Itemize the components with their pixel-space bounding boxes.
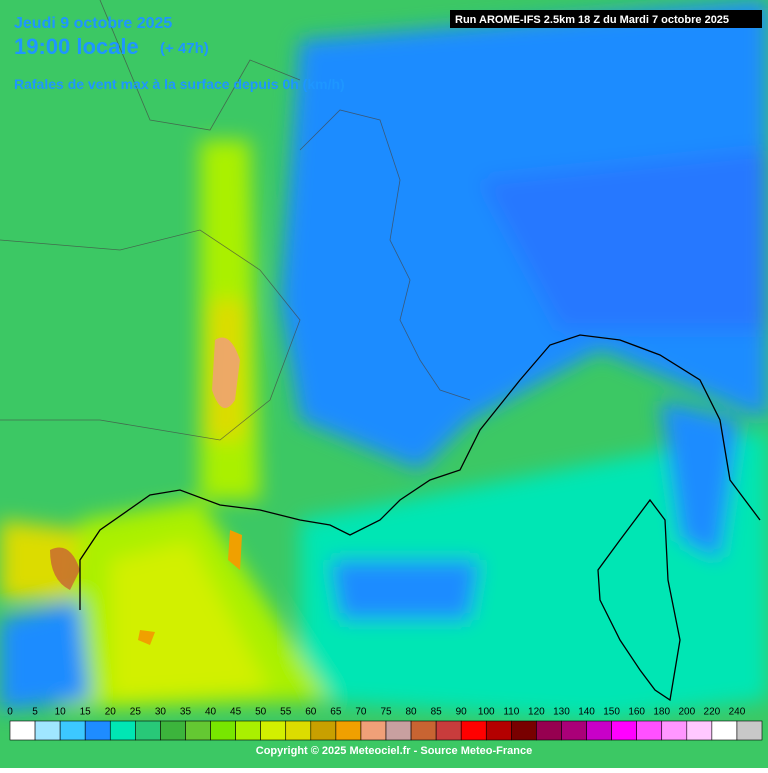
corsica	[597, 498, 681, 702]
legend-swatch	[561, 720, 587, 741]
run-info: Run AROME-IFS 2.5km 18 Z du Mardi 7 octo…	[455, 14, 729, 26]
legend-swatch	[661, 720, 688, 741]
legend-label: 35	[180, 707, 192, 718]
legend-label: 240	[729, 707, 746, 718]
legend-swatch	[135, 720, 161, 741]
coastline	[79, 334, 761, 610]
borders	[0, 0, 471, 441]
pyrenees-blue	[0, 600, 90, 710]
legend-swatch	[9, 720, 36, 741]
legend-swatch	[410, 720, 437, 741]
sea-zone	[300, 430, 768, 720]
border	[99, 0, 301, 131]
legend-label: 5	[32, 707, 38, 718]
legend-swatch	[636, 720, 663, 741]
legend-label: 10	[55, 707, 67, 718]
legend-swatch	[335, 720, 362, 741]
legend-swatch	[511, 720, 537, 741]
date: Jeudi 9 octobre 2025	[14, 15, 172, 32]
legend-label: 15	[80, 707, 92, 718]
legend-label: 50	[255, 707, 267, 718]
coastlines	[79, 334, 761, 702]
legend-label: 55	[280, 707, 292, 718]
legend-label: 120	[528, 707, 545, 718]
copyright: Copyright © 2025 Meteociel.fr - Source M…	[256, 745, 532, 757]
time: 19:00 locale	[14, 34, 139, 59]
legend-swatch	[736, 720, 763, 741]
legend-label: 110	[503, 707, 519, 718]
gust-max	[212, 337, 240, 408]
legend-swatch	[109, 720, 136, 741]
gust-spot	[228, 530, 242, 570]
legend-label: 40	[205, 707, 217, 718]
legend-swatch	[260, 720, 287, 741]
gust-spot	[138, 630, 155, 645]
border	[0, 229, 301, 441]
legend-label: 20	[105, 707, 117, 718]
legend-label: 60	[305, 707, 317, 718]
legend-label: 85	[431, 707, 443, 718]
legend-swatch	[160, 720, 186, 741]
legend-swatch	[485, 720, 512, 741]
legend-label: 45	[230, 707, 242, 718]
parameter: Rafales de vent max à la surface depuis …	[14, 76, 345, 92]
yellow-core	[110, 540, 270, 700]
sea-blue-east	[660, 400, 740, 560]
blue-zone-core	[480, 150, 768, 330]
legend: 0 5 10 15 20 25 30 35 40 45 50 55 60 65 70 75 80 85 90 100 1…	[7, 707, 763, 741]
legend-swatch	[185, 720, 211, 741]
legend-label: 70	[355, 707, 367, 718]
legend-label: 140	[578, 707, 595, 718]
legend-label: 0	[7, 707, 13, 718]
legend-swatch	[711, 720, 738, 741]
legend-swatch	[536, 720, 562, 741]
legend-swatch	[34, 720, 61, 741]
legend-swatch	[360, 720, 387, 741]
legend-label: 80	[406, 707, 418, 718]
legend-label: 75	[380, 707, 392, 718]
border	[299, 109, 471, 401]
legend-label: 200	[678, 707, 695, 718]
gust-max	[50, 547, 80, 590]
legend-label: 150	[603, 707, 620, 718]
legend-label: 220	[704, 707, 721, 718]
legend-swatch	[59, 720, 86, 741]
legend-swatch	[586, 720, 612, 741]
lead-time: (+ 47h)	[160, 40, 209, 57]
legend-label: 30	[155, 707, 167, 718]
legend-swatch	[460, 720, 487, 741]
legend-label: 180	[653, 707, 670, 718]
legend-label: 65	[330, 707, 342, 718]
legend-label: 25	[130, 707, 142, 718]
legend-swatch	[686, 720, 713, 741]
legend-label: 90	[456, 707, 468, 718]
legend-swatch	[385, 720, 412, 741]
legend-swatch	[310, 720, 337, 741]
legend-label: 100	[478, 707, 495, 718]
legend-swatch	[84, 720, 111, 741]
legend-swatch	[611, 720, 637, 741]
legend-swatch	[285, 720, 312, 741]
legend-label: 130	[553, 707, 570, 718]
sea-blue	[330, 560, 480, 620]
legend-swatch	[210, 720, 236, 741]
legend-label: 160	[628, 707, 645, 718]
run-box	[450, 10, 762, 28]
legend-swatch	[435, 720, 462, 741]
legend-swatch	[235, 720, 261, 741]
